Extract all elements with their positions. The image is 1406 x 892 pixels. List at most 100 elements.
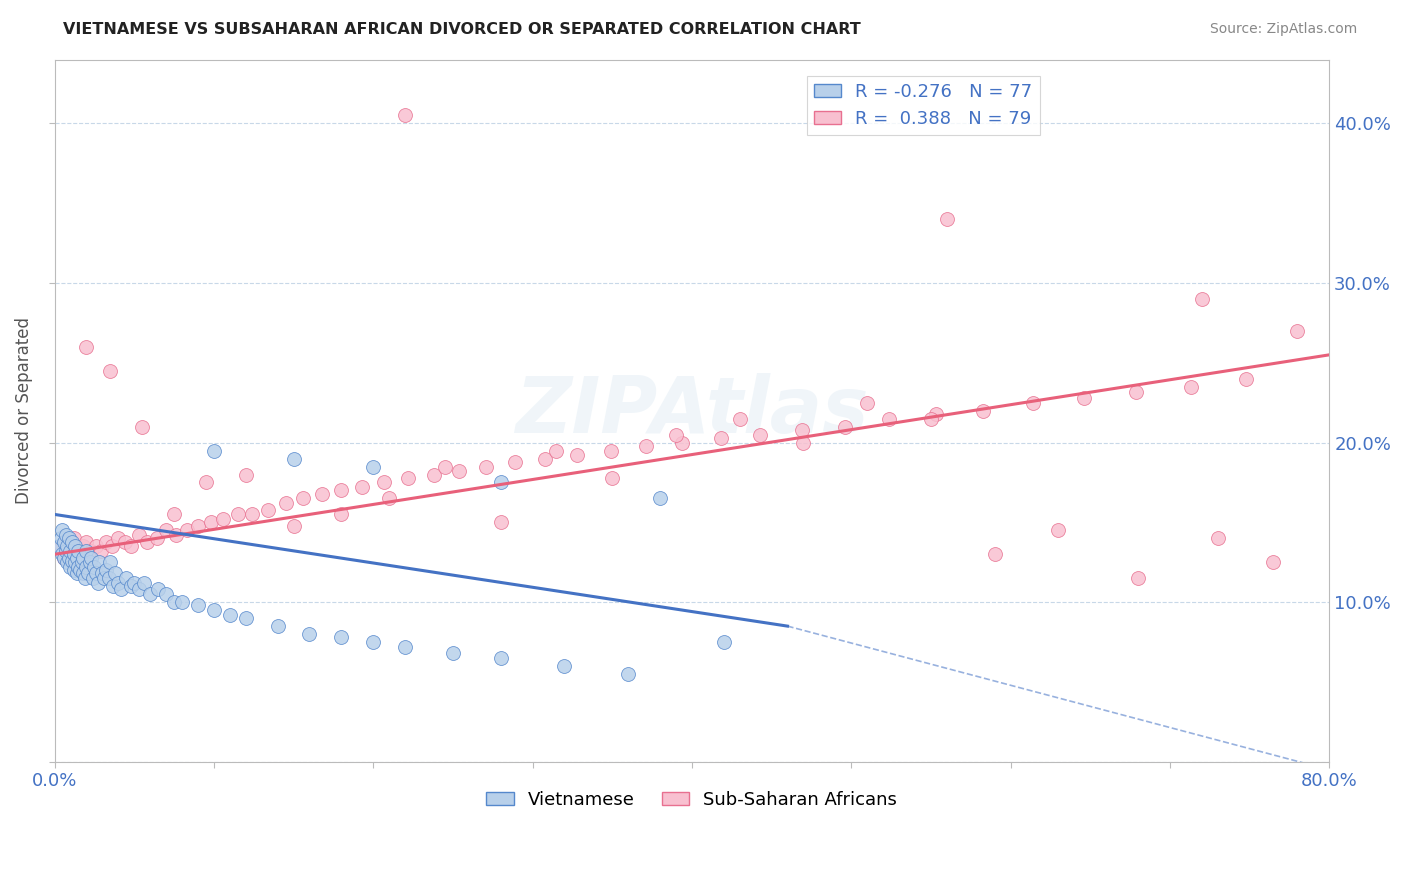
Point (489, 651, 512, 665)
Point (145, 532, 167, 546)
Point (75, 560, 97, 574)
Point (59, 544, 82, 558)
Point (77, 566, 100, 581)
Point (165, 528, 187, 542)
Point (378, 491, 401, 506)
Point (200, 516, 222, 530)
Point (202, 603, 225, 617)
Point (879, 411, 901, 425)
Text: VIETNAMESE VS SUBSAHARAN AFRICAN DIVORCED OR SEPARATED CORRELATION CHART: VIETNAMESE VS SUBSAHARAN AFRICAN DIVORCE… (63, 22, 860, 37)
Point (53, 550, 76, 565)
Point (66, 550, 89, 565)
Point (107, 576, 129, 591)
Point (163, 595, 186, 609)
Point (98, 555, 121, 569)
Point (330, 630, 353, 644)
Point (423, 467, 446, 482)
Point (132, 576, 155, 591)
Point (194, 475, 217, 490)
Text: ZIPAtlas: ZIPAtlas (515, 373, 869, 449)
Point (330, 483, 353, 498)
Point (65, 539, 87, 553)
Point (394, 108, 416, 122)
Point (65, 555, 87, 569)
Point (60, 534, 83, 549)
Point (93, 571, 115, 585)
Point (475, 459, 498, 474)
Point (1022, 395, 1045, 409)
Point (600, 471, 623, 485)
Point (924, 407, 946, 421)
Point (266, 619, 288, 633)
Point (104, 566, 127, 581)
Point (79, 555, 101, 569)
Point (98, 364, 121, 378)
Point (75, 544, 97, 558)
Point (80, 550, 103, 565)
Point (114, 534, 136, 549)
Point (128, 528, 150, 542)
Point (292, 491, 315, 506)
Point (55, 528, 77, 542)
Point (1047, 524, 1070, 538)
Point (53, 550, 76, 565)
Point (792, 435, 814, 450)
Point (489, 475, 512, 490)
Point (75, 534, 97, 549)
Point (101, 539, 124, 553)
Point (89, 555, 111, 569)
Point (713, 635, 735, 649)
Point (257, 502, 280, 516)
Point (122, 576, 145, 591)
Point (56, 555, 79, 569)
Point (226, 508, 249, 522)
Point (91, 566, 114, 581)
Point (728, 411, 751, 425)
Point (534, 451, 557, 466)
Point (97, 571, 120, 585)
Point (110, 582, 132, 597)
Point (856, 395, 879, 409)
Point (311, 486, 333, 500)
Point (56, 539, 79, 553)
Point (373, 475, 395, 490)
Point (136, 534, 159, 549)
Point (83, 560, 105, 574)
Point (84, 539, 107, 553)
Point (394, 640, 416, 654)
Point (1234, 372, 1257, 386)
Point (361, 459, 384, 474)
Point (218, 607, 240, 622)
Point (73, 571, 96, 585)
Point (72, 550, 94, 565)
Point (120, 579, 142, 593)
Point (155, 587, 177, 601)
Point (972, 403, 994, 417)
Point (330, 508, 353, 522)
Point (82, 571, 104, 585)
Point (62, 563, 84, 577)
Point (665, 427, 688, 442)
Point (72, 539, 94, 553)
Point (163, 508, 186, 522)
Point (790, 423, 813, 437)
Point (1206, 532, 1229, 546)
Point (176, 524, 198, 538)
Point (62, 547, 84, 561)
Point (983, 547, 1005, 561)
Point (274, 496, 297, 510)
Point (920, 411, 942, 425)
Point (56, 534, 79, 549)
Point (240, 508, 263, 522)
Point (187, 599, 209, 613)
Point (449, 464, 471, 478)
Y-axis label: Divorced or Separated: Divorced or Separated (15, 318, 32, 504)
Point (139, 587, 162, 601)
Point (53, 534, 76, 549)
Point (70, 555, 93, 569)
Point (1180, 380, 1202, 394)
Point (62, 532, 84, 546)
Point (648, 491, 671, 506)
Point (69, 563, 91, 577)
Point (1125, 384, 1147, 399)
